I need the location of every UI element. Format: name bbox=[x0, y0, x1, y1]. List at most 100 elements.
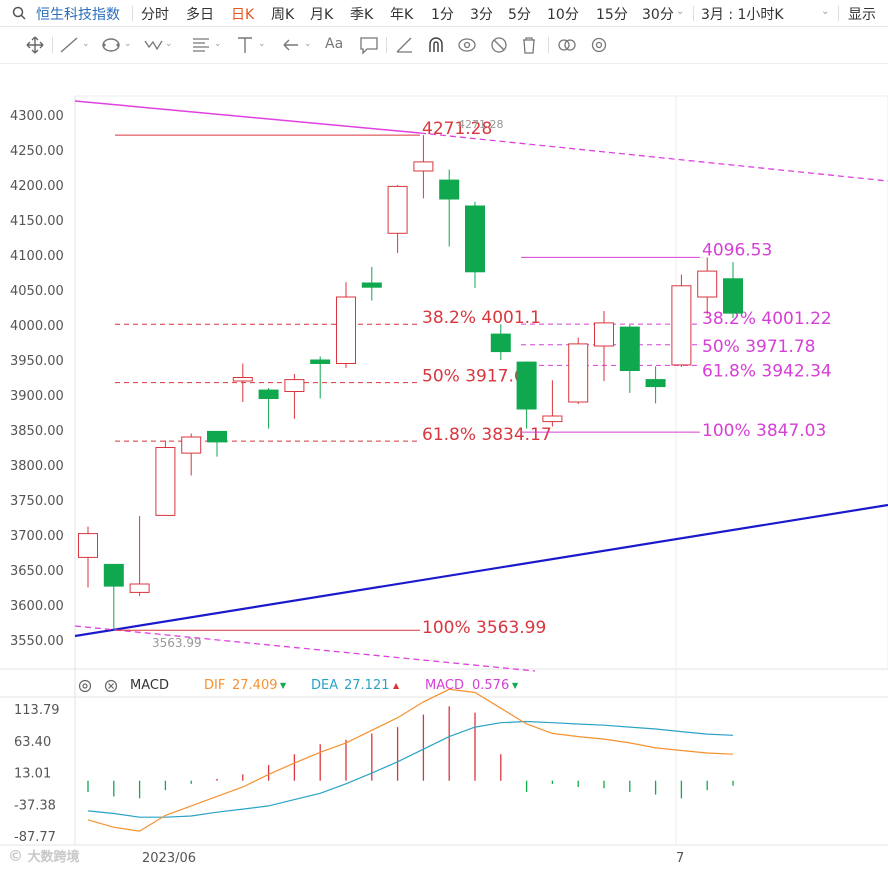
down-arrow-icon: ▼ bbox=[280, 681, 287, 690]
candle-body bbox=[284, 379, 305, 393]
period-tab[interactable]: 1分 bbox=[431, 7, 454, 23]
macd-tick-label: 13.01 bbox=[14, 767, 51, 782]
vertical-tool-icon[interactable] bbox=[234, 35, 256, 55]
ruler-icon[interactable] bbox=[394, 35, 416, 55]
channel-line-upper-ext bbox=[419, 132, 888, 182]
period-tab[interactable]: 10分 bbox=[547, 7, 579, 23]
candle-body bbox=[516, 361, 537, 410]
candle-body bbox=[310, 359, 331, 364]
display-menu[interactable]: 显示 bbox=[848, 7, 876, 23]
arrow-tool-icon[interactable] bbox=[280, 35, 302, 55]
settings-icon[interactable] bbox=[588, 35, 610, 55]
candle-body bbox=[155, 447, 176, 516]
dea-line bbox=[87, 720, 734, 818]
fib-level-label: 50% 3971.78 bbox=[702, 337, 816, 357]
candle-body bbox=[723, 278, 743, 314]
candle-body bbox=[697, 270, 718, 298]
search-icon[interactable] bbox=[12, 5, 26, 20]
chevron-down-icon[interactable]: ⌄ bbox=[821, 6, 830, 17]
price-tick-label: 3850.00 bbox=[10, 424, 64, 439]
macd-label: MACD bbox=[425, 678, 464, 693]
candle-body bbox=[232, 377, 253, 382]
index-name[interactable]: 恒生科技指数 bbox=[36, 7, 120, 23]
period-tab[interactable]: 季K bbox=[350, 7, 374, 23]
period-tab[interactable]: 多日 bbox=[186, 7, 214, 23]
chevron-down-icon[interactable]: ⌄ bbox=[676, 6, 685, 17]
price-tick-label: 3550.00 bbox=[10, 634, 64, 649]
price-tick-label: 4050.00 bbox=[10, 284, 64, 299]
candle-body bbox=[490, 333, 511, 353]
period-tab[interactable]: 月K bbox=[310, 7, 334, 23]
fib-level-label: 50% 3917.63 bbox=[422, 367, 536, 387]
move-icon[interactable] bbox=[24, 35, 46, 55]
price-chart[interactable]: 4300.00 4250.00 4200.00 4150.00 4100.00 4050.… bbox=[0, 63, 888, 875]
candle-body bbox=[645, 379, 666, 388]
period-tab[interactable]: 5分 bbox=[508, 7, 531, 23]
candle-body bbox=[103, 563, 124, 587]
x-tick-label: 2023/06 bbox=[142, 851, 196, 866]
price-tick-label: 4000.00 bbox=[10, 319, 64, 334]
x-tick-label: 7 bbox=[676, 851, 684, 866]
watermark: © 大数跨境 bbox=[8, 847, 80, 865]
watermark-logo-icon: © bbox=[8, 847, 23, 865]
period-tab[interactable]: 3分 bbox=[470, 7, 493, 23]
period-tab[interactable]: 30分 bbox=[642, 7, 674, 23]
period-tab[interactable]: 周K bbox=[271, 7, 295, 23]
settings-icon[interactable] bbox=[78, 678, 92, 693]
magnet-icon[interactable] bbox=[425, 35, 447, 55]
period-tab-active[interactable]: 日K bbox=[231, 7, 255, 23]
range-selector[interactable]: 3月 : 1小时K bbox=[701, 7, 784, 23]
high-annotation: 4271.28 bbox=[458, 118, 504, 131]
macd-indicator-name: MACD bbox=[130, 678, 169, 693]
candle-body bbox=[413, 161, 434, 172]
fib-level-label: 38.2% 4001.22 bbox=[702, 309, 832, 329]
price-tick-label: 3750.00 bbox=[10, 494, 64, 509]
price-tick-label: 3950.00 bbox=[10, 354, 64, 369]
channel-line-lower bbox=[74, 625, 536, 672]
fib-level-label: 38.2% 4001.1 bbox=[422, 308, 541, 328]
link-icon[interactable] bbox=[556, 35, 578, 55]
line-tool-icon[interactable] bbox=[58, 35, 80, 55]
price-tick-label: 4300.00 bbox=[10, 109, 64, 124]
price-tick-label: 3700.00 bbox=[10, 529, 64, 544]
candle-body bbox=[465, 205, 485, 273]
candle-body bbox=[619, 326, 640, 372]
hide-icon[interactable] bbox=[488, 35, 510, 55]
macd-tick-label: -87.77 bbox=[14, 830, 56, 845]
eye-icon[interactable] bbox=[456, 35, 478, 55]
shape-tool-icon[interactable] bbox=[100, 35, 122, 55]
period-tab[interactable]: 分时 bbox=[141, 7, 169, 23]
macd-tick-label: 63.40 bbox=[14, 735, 51, 750]
candle-body bbox=[78, 533, 98, 558]
down-arrow-icon: ▼ bbox=[512, 681, 519, 690]
dif-line bbox=[87, 688, 734, 832]
macd-tick-label: 113.79 bbox=[14, 703, 60, 718]
candle-body bbox=[671, 285, 692, 366]
close-icon[interactable] bbox=[104, 678, 118, 693]
dif-value: 27.409 bbox=[232, 678, 278, 693]
drawing-toolbar: ⌄ ⌄ ⌄ ⌄ ⌄ ⌄ Aa bbox=[0, 27, 888, 64]
price-tick-label: 4250.00 bbox=[10, 144, 64, 159]
fib-level-label: 4096.53 bbox=[702, 240, 772, 260]
price-tick-label: 3900.00 bbox=[10, 389, 64, 404]
price-tick-label: 3800.00 bbox=[10, 459, 64, 474]
text-tool-icon[interactable]: Aa bbox=[325, 36, 344, 52]
fib-level-label: 100% 3563.99 bbox=[422, 618, 546, 638]
dif-label: DIF bbox=[204, 678, 226, 693]
period-tab[interactable]: 15分 bbox=[596, 7, 628, 23]
fib-level-label: 61.8% 3834.17 bbox=[422, 425, 552, 445]
price-tick-label: 4150.00 bbox=[10, 214, 64, 229]
fib-tool-icon[interactable] bbox=[190, 35, 212, 55]
price-tick-label: 3600.00 bbox=[10, 599, 64, 614]
period-tab[interactable]: 年K bbox=[390, 7, 414, 23]
price-tick-label: 4200.00 bbox=[10, 179, 64, 194]
trend-line bbox=[74, 503, 888, 638]
candle-body bbox=[439, 179, 460, 200]
wave-tool-icon[interactable] bbox=[143, 35, 165, 55]
fib-level-label: 100% 3847.03 bbox=[702, 421, 826, 441]
channel-line-upper bbox=[74, 100, 421, 134]
period-bar: 恒生科技指数 分时 多日 日K 周K 月K 季K 年K 1分 3分 5分 10分… bbox=[0, 0, 888, 27]
comment-tool-icon[interactable] bbox=[358, 35, 380, 55]
trash-icon[interactable] bbox=[518, 35, 540, 55]
candle-body bbox=[181, 436, 202, 454]
